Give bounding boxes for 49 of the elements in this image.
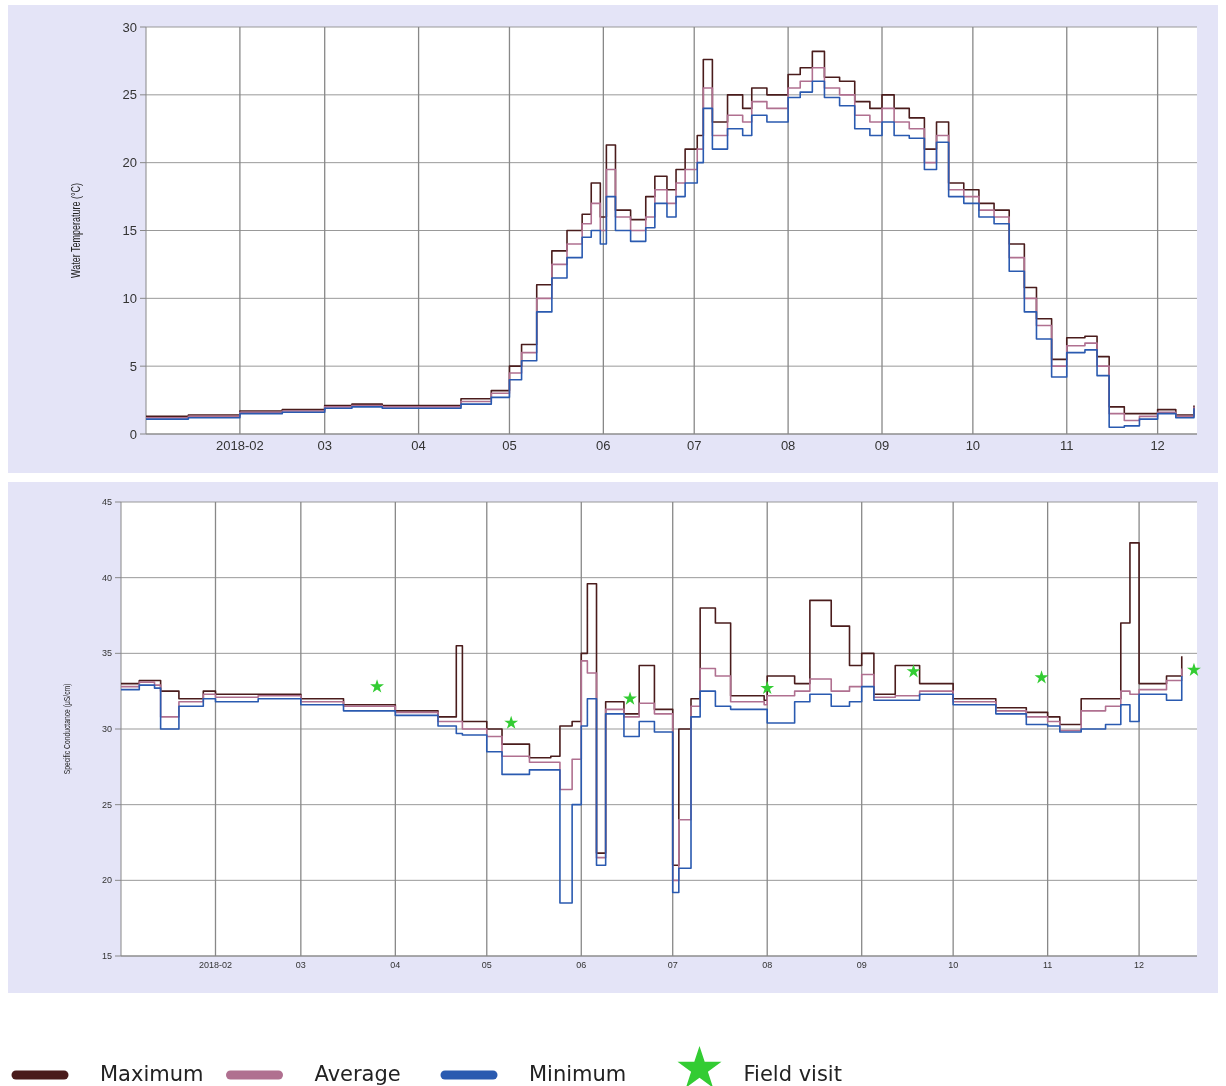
point — [1034, 670, 1049, 684]
x-tick-label: 11 — [1042, 960, 1053, 970]
legend-label: Maximum — [100, 1062, 204, 1086]
y-tick-label: 30 — [122, 19, 137, 35]
y-tick-label: 25 — [122, 87, 137, 103]
x-tick-label: 09 — [874, 438, 890, 453]
legend-label: Field visit — [743, 1062, 842, 1086]
x-tick-label: 09 — [856, 960, 867, 970]
y-tick-label: 0 — [129, 426, 137, 442]
point — [623, 691, 637, 705]
y-tick-label: 20 — [122, 155, 137, 171]
x-tick-label: 06 — [596, 438, 611, 453]
x-tick-label: 2018-02 — [216, 438, 264, 453]
x-tick-label: 07 — [667, 960, 678, 970]
y-tick-label: 30 — [101, 724, 112, 735]
x-tick-label: 08 — [780, 438, 796, 453]
x-tick-label: 12 — [1134, 960, 1145, 970]
y-tick-label: 15 — [101, 951, 112, 962]
legend-label: Average — [314, 1062, 401, 1086]
y-tick-label: 5 — [129, 358, 137, 374]
y-tick-label: 10 — [122, 290, 137, 306]
legend-label: Minimum — [529, 1062, 627, 1086]
point — [760, 680, 775, 695]
x-tick-label: 12 — [1150, 438, 1165, 453]
y-tick-label: 25 — [101, 799, 112, 810]
point — [1187, 662, 1201, 676]
point — [370, 679, 384, 693]
x-tick-label: 06 — [576, 960, 587, 970]
x-tick-label: 07 — [686, 438, 702, 453]
x-tick-label: 10 — [948, 960, 959, 970]
y-tick-label: 40 — [101, 572, 112, 583]
y-tick-label: 20 — [101, 875, 112, 886]
y-tick-label: 35 — [101, 648, 112, 659]
y-axis-title: Water Temperature (°C) — [68, 183, 83, 278]
x-tick-label: 04 — [390, 960, 401, 970]
point — [906, 664, 921, 678]
x-tick-label: 08 — [762, 960, 773, 970]
x-tick-label: 03 — [317, 438, 332, 453]
x-tick-label: 10 — [965, 438, 981, 453]
x-tick-label: 03 — [295, 960, 306, 970]
x-tick-label: 11 — [1060, 438, 1074, 453]
x-tick-label: 2018-02 — [198, 960, 233, 970]
y-axis-title: Specific Conductance (μS/cm) — [62, 683, 73, 775]
y-tick-label: 15 — [122, 223, 137, 239]
y-tick-label: 45 — [101, 497, 112, 508]
x-tick-label: 05 — [481, 960, 492, 970]
point — [504, 715, 519, 729]
x-tick-label: 05 — [502, 438, 517, 453]
x-tick-label: 04 — [411, 438, 426, 453]
